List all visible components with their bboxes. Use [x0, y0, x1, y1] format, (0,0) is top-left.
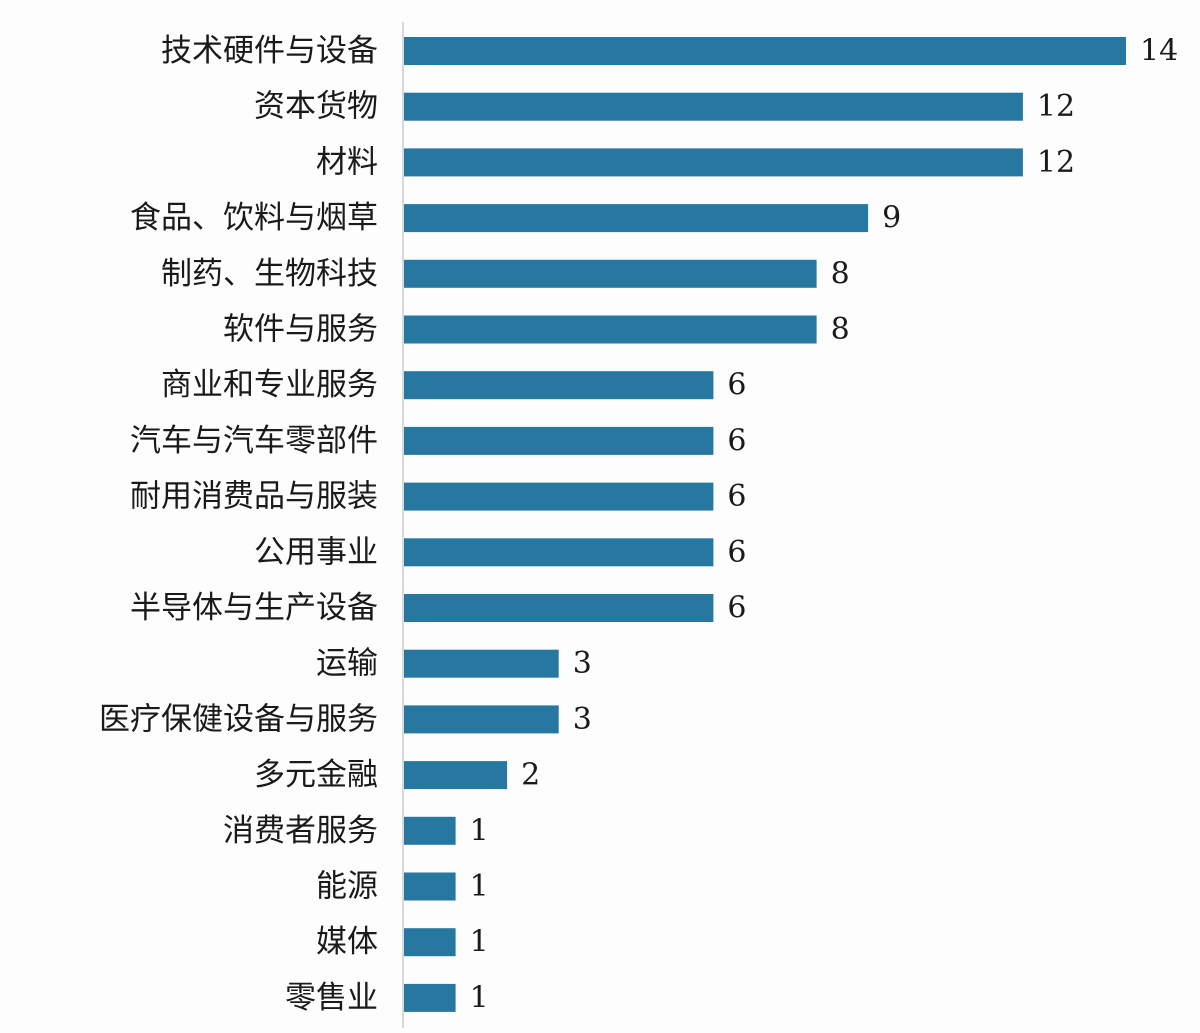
value-label-12: 3 [573, 702, 592, 737]
category-label-14: 消费者服务 [223, 813, 378, 849]
value-label-7: 6 [727, 423, 746, 458]
category-label-2: 材料 [316, 144, 378, 180]
category-label-13: 多元金融 [254, 757, 378, 793]
value-label-0: 14 [1140, 34, 1178, 69]
value-label-6: 6 [727, 368, 746, 403]
bar-4 [404, 259, 817, 288]
bar-11 [404, 649, 559, 678]
bars-layer [404, 37, 1126, 1012]
bar-3 [404, 204, 869, 233]
category-labels: 技术硬件与设备资本货物材料食品、饮料与烟草制药、生物科技软件与服务商业和专业服务… [99, 33, 378, 1016]
bar-15 [404, 872, 456, 901]
category-label-12: 医疗保健设备与服务 [99, 701, 378, 737]
bar-14 [404, 816, 456, 845]
category-label-8: 耐用消费品与服装 [130, 479, 378, 515]
value-label-2: 12 [1037, 145, 1075, 180]
value-label-11: 3 [573, 646, 592, 681]
category-label-0: 技术硬件与设备 [161, 33, 378, 69]
category-label-1: 资本货物 [254, 89, 378, 125]
category-label-11: 运输 [316, 646, 378, 682]
value-label-15: 1 [470, 869, 489, 904]
bar-7 [404, 426, 714, 455]
value-label-3: 9 [882, 201, 901, 236]
bar-2 [404, 148, 1023, 177]
value-label-10: 6 [727, 591, 746, 626]
bar-10 [404, 594, 714, 622]
category-label-3: 食品、饮料与烟草 [130, 200, 378, 236]
category-label-9: 公用事业 [254, 534, 378, 570]
value-label-17: 1 [470, 980, 489, 1015]
bar-16 [404, 928, 456, 957]
category-label-4: 制药、生物科技 [161, 256, 378, 292]
category-label-16: 媒体 [316, 924, 378, 960]
bar-12 [404, 705, 559, 734]
value-label-9: 6 [727, 535, 746, 570]
category-label-6: 商业和专业服务 [161, 367, 378, 403]
category-label-7: 汽车与汽车零部件 [130, 423, 378, 459]
value-label-5: 8 [831, 312, 850, 347]
bar-1 [404, 92, 1023, 121]
value-label-1: 12 [1037, 89, 1075, 124]
value-label-16: 1 [470, 925, 489, 960]
bar-8 [404, 482, 714, 511]
value-label-4: 8 [831, 256, 850, 291]
category-label-10: 半导体与生产设备 [130, 590, 378, 626]
value-label-13: 2 [521, 758, 540, 793]
value-label-8: 6 [727, 479, 746, 514]
bar-0 [404, 37, 1126, 65]
bar-5 [404, 315, 817, 344]
category-label-17: 零售业 [285, 980, 378, 1016]
bar-17 [404, 983, 456, 1012]
value-label-14: 1 [470, 813, 489, 848]
bar-6 [404, 371, 714, 400]
category-label-15: 能源 [316, 869, 378, 905]
bar-13 [404, 761, 508, 790]
category-label-5: 软件与服务 [223, 312, 378, 348]
bar-9 [404, 538, 714, 567]
